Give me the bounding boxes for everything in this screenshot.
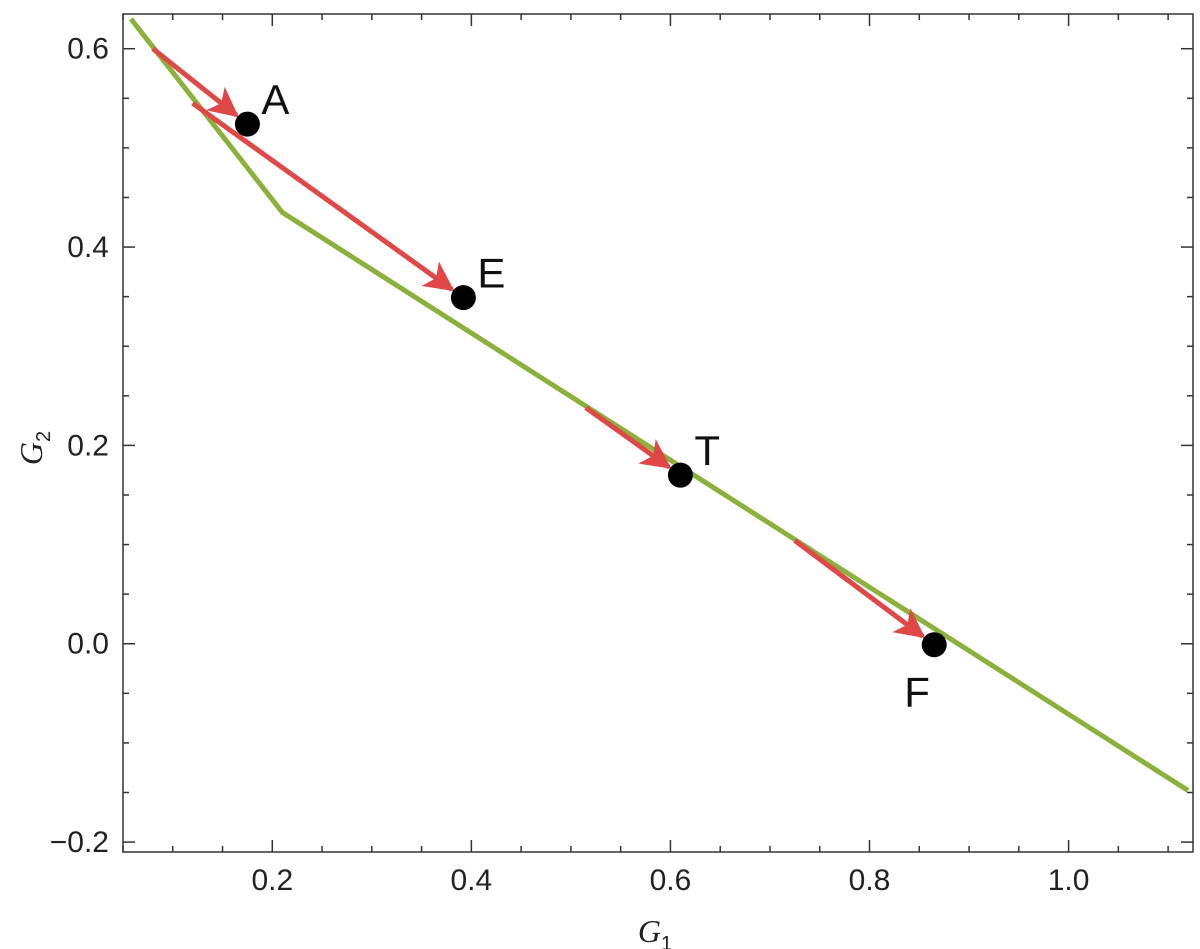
point-label-A: A	[261, 76, 289, 123]
y-tick-label: 0.4	[67, 231, 109, 264]
boundary-line	[128, 17, 1190, 793]
point-T	[667, 462, 693, 488]
y-tick-label: 0.6	[67, 33, 109, 66]
point-A	[234, 111, 260, 137]
y-tick-label: −0.2	[50, 826, 109, 859]
y-tick-label: 0.0	[67, 628, 109, 661]
x-axis-title: G1	[638, 913, 672, 949]
plot-border	[122, 13, 1194, 853]
point-label-E: E	[477, 250, 505, 297]
point-label-F: F	[904, 669, 930, 716]
arrow-4	[793, 538, 926, 639]
axis-ticks: 0.2 0.4 0.6 0.8 1.0 −0.2 0.0 0.2 0.4 0.6	[50, 14, 1193, 897]
arrow-1	[151, 46, 239, 118]
x-tick-label: 1.0	[1048, 864, 1090, 897]
x-tick-label: 0.2	[251, 864, 293, 897]
boundary-line-layer	[128, 17, 1190, 793]
arrow-2	[191, 101, 455, 292]
x-tick-label: 0.8	[849, 864, 891, 897]
point-E	[450, 285, 476, 311]
arrows-layer	[151, 46, 926, 639]
plot-frame	[122, 13, 1194, 853]
arrow-3	[584, 405, 672, 470]
x-tick-label: 0.4	[451, 864, 493, 897]
point-F	[921, 632, 947, 658]
points-layer: A E T F	[234, 76, 947, 716]
x-tick-label: 0.6	[650, 864, 692, 897]
y-tick-label: 0.2	[67, 429, 109, 462]
y-axis-title: G2	[13, 431, 55, 465]
axis-labels: G1 G2	[13, 431, 672, 949]
point-label-T: T	[694, 427, 720, 474]
